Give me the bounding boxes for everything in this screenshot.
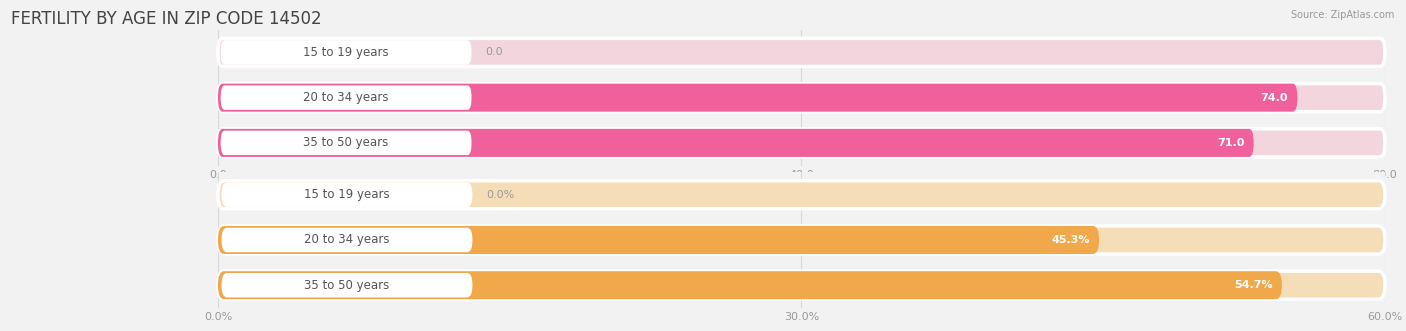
- Text: 0.0%: 0.0%: [486, 190, 515, 200]
- FancyBboxPatch shape: [218, 38, 1385, 67]
- FancyBboxPatch shape: [222, 273, 472, 298]
- FancyBboxPatch shape: [221, 85, 471, 110]
- Text: 35 to 50 years: 35 to 50 years: [304, 279, 389, 292]
- Text: FERTILITY BY AGE IN ZIP CODE 14502: FERTILITY BY AGE IN ZIP CODE 14502: [11, 10, 322, 28]
- Text: 71.0: 71.0: [1218, 138, 1244, 148]
- Text: 15 to 19 years: 15 to 19 years: [304, 188, 389, 201]
- FancyBboxPatch shape: [221, 40, 471, 65]
- Text: 74.0: 74.0: [1261, 93, 1288, 103]
- FancyBboxPatch shape: [218, 181, 1385, 209]
- Text: 45.3%: 45.3%: [1052, 235, 1090, 245]
- Text: 20 to 34 years: 20 to 34 years: [304, 91, 389, 104]
- Text: Source: ZipAtlas.com: Source: ZipAtlas.com: [1291, 10, 1395, 20]
- FancyBboxPatch shape: [218, 226, 1385, 254]
- FancyBboxPatch shape: [218, 271, 1385, 299]
- FancyBboxPatch shape: [218, 84, 1385, 112]
- FancyBboxPatch shape: [222, 228, 472, 252]
- Text: 20 to 34 years: 20 to 34 years: [304, 233, 389, 247]
- Text: 15 to 19 years: 15 to 19 years: [304, 46, 389, 59]
- FancyBboxPatch shape: [218, 271, 1282, 299]
- FancyBboxPatch shape: [218, 129, 1385, 157]
- FancyBboxPatch shape: [222, 182, 472, 207]
- FancyBboxPatch shape: [218, 226, 1099, 254]
- FancyBboxPatch shape: [218, 129, 1254, 157]
- Text: 54.7%: 54.7%: [1234, 280, 1272, 290]
- FancyBboxPatch shape: [218, 84, 1298, 112]
- Text: 35 to 50 years: 35 to 50 years: [304, 136, 388, 149]
- Text: 0.0: 0.0: [485, 47, 503, 57]
- FancyBboxPatch shape: [221, 131, 471, 155]
